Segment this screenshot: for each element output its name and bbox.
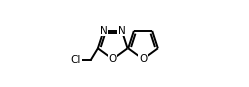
Text: N: N — [100, 26, 107, 36]
Text: Cl: Cl — [70, 55, 81, 65]
Text: O: O — [109, 54, 117, 64]
Text: O: O — [139, 54, 147, 64]
Text: N: N — [118, 26, 126, 36]
